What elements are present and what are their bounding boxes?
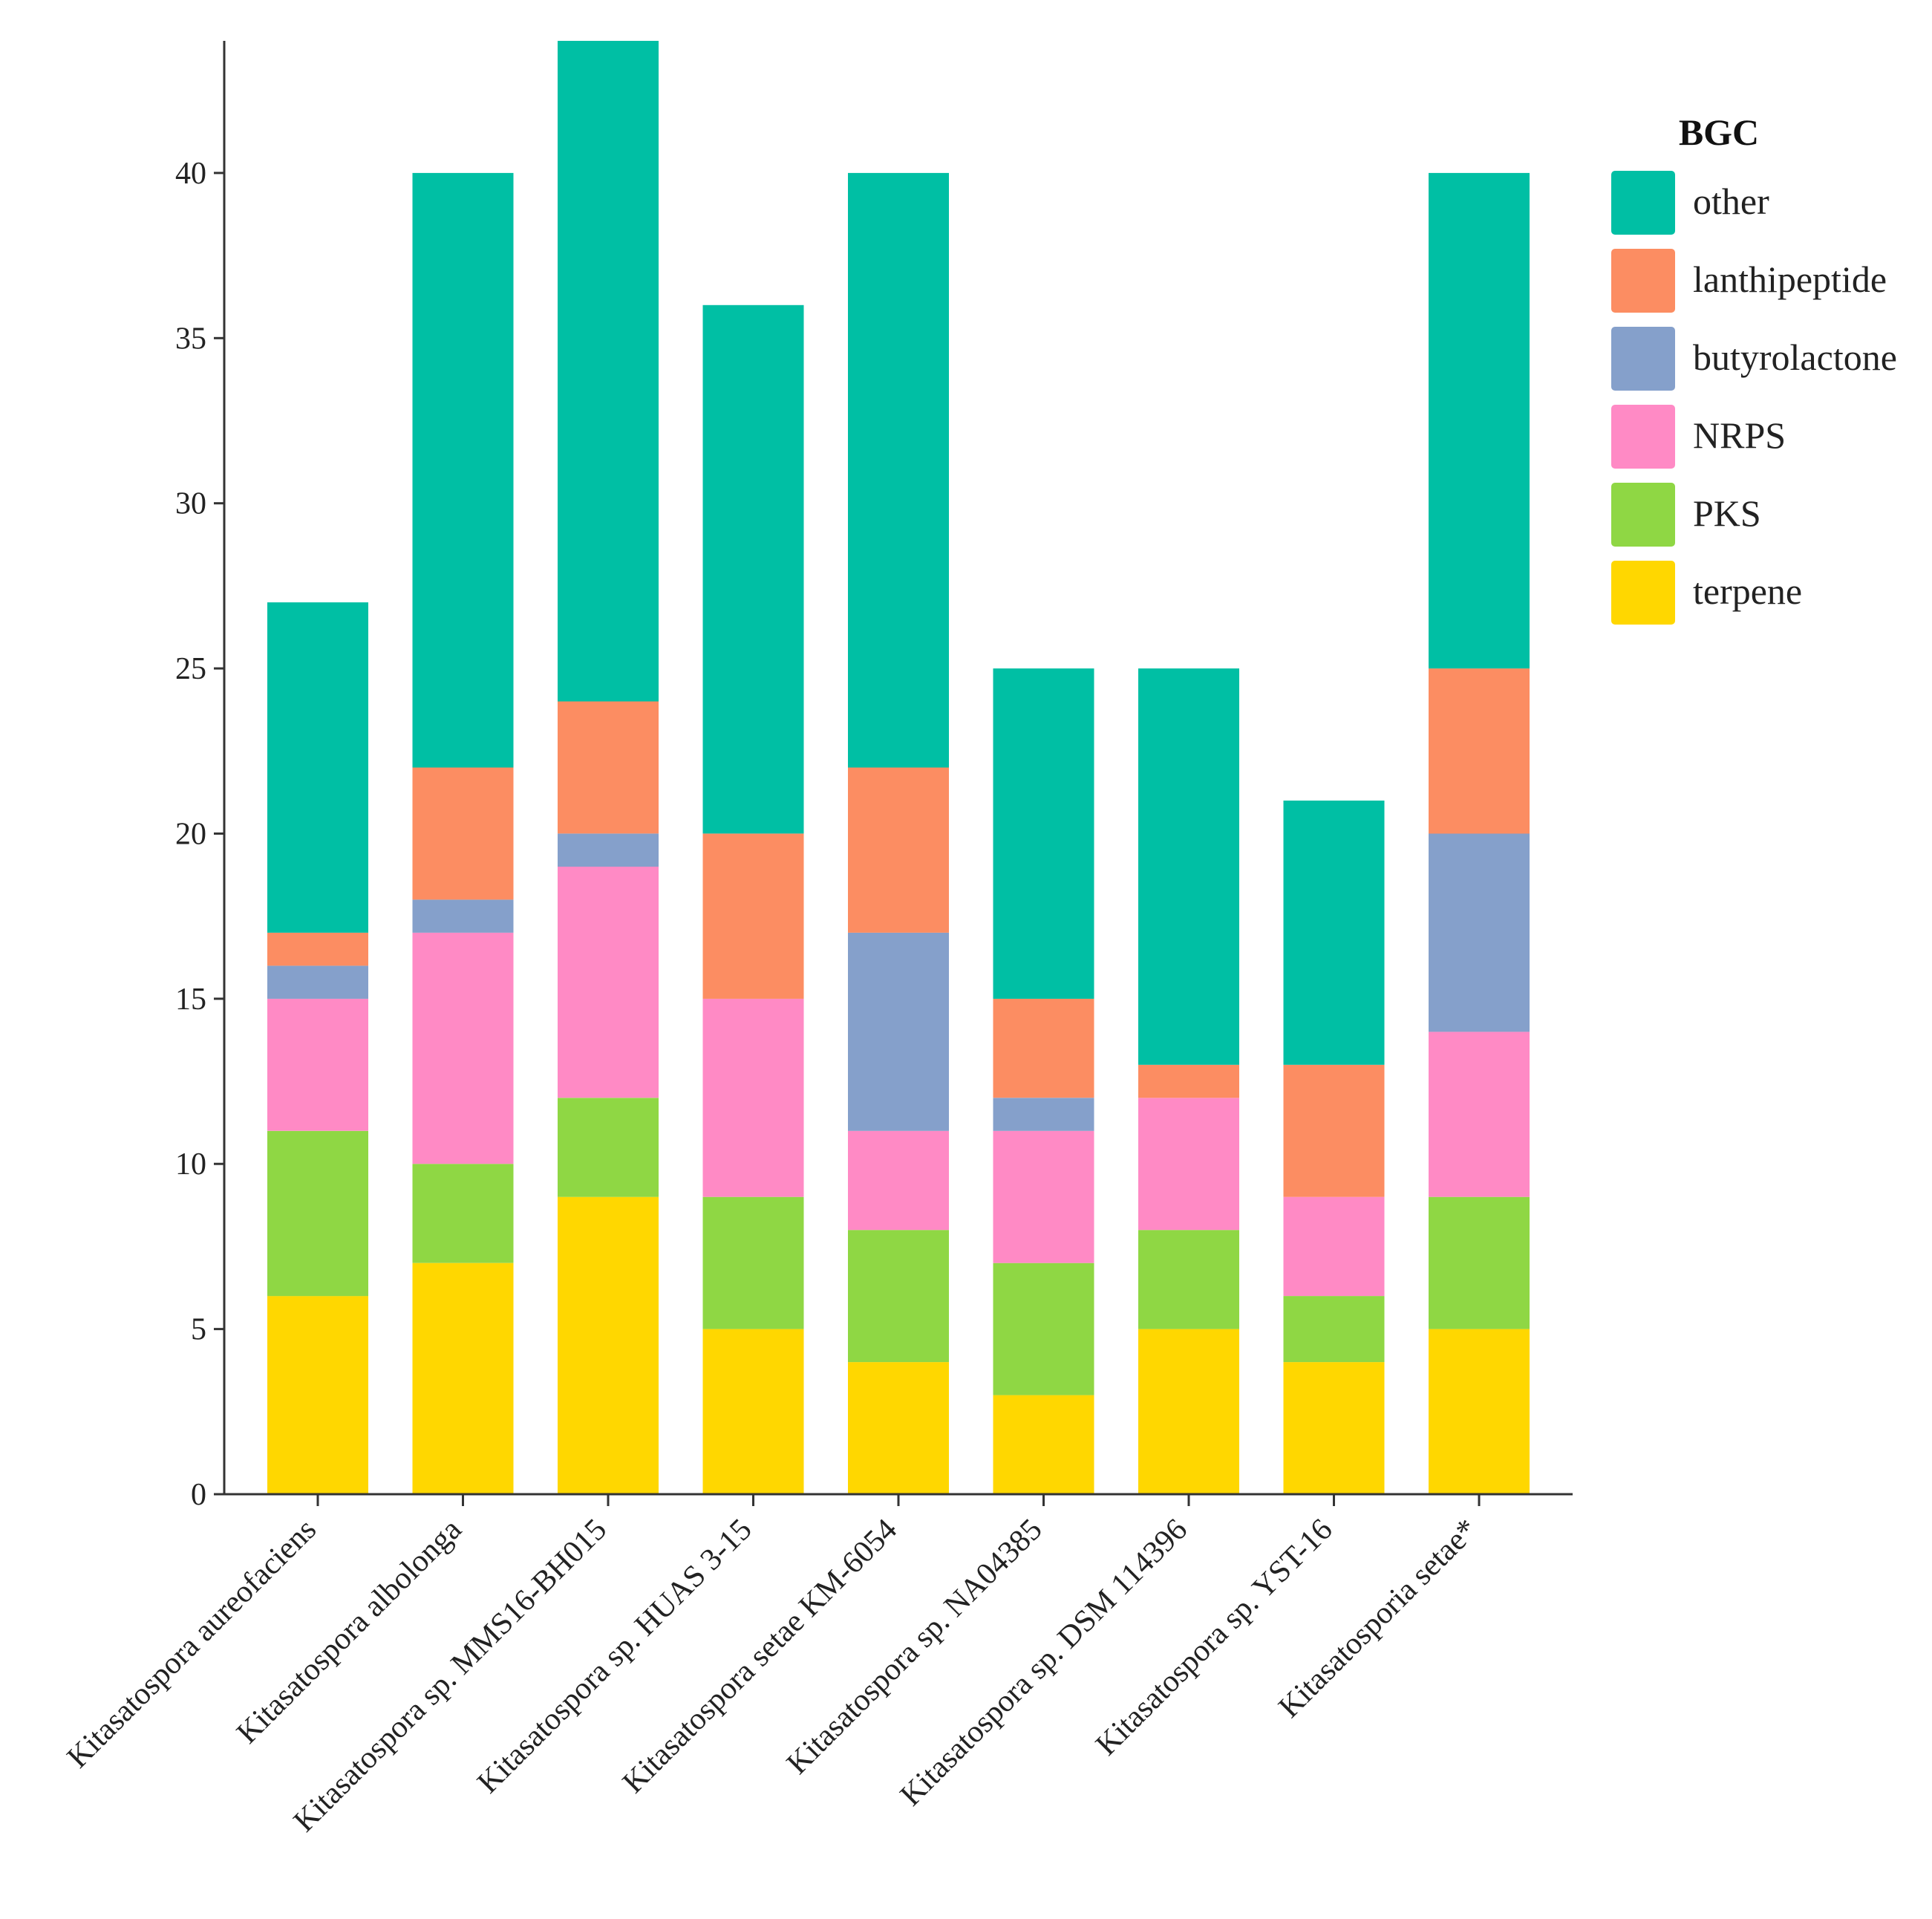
bar-segment-PKS [702, 1196, 804, 1329]
x-category-label: Kitasatospora sp. HUAS 3-15 [471, 1513, 758, 1800]
legend: BGC other lanthipeptide butyrolactone NRPS PK… [1611, 111, 1897, 625]
bar-segment-PKS [1283, 1296, 1385, 1363]
legend-swatch-NRPS [1611, 405, 1675, 469]
bar-segment-lanthipeptide [1283, 1064, 1385, 1197]
bar-segment-NRPS [1283, 1196, 1385, 1297]
bar-segment-PKS [1138, 1230, 1239, 1329]
bar-segment-lanthipeptide [1429, 668, 1530, 834]
y-tick-label: 20 [175, 817, 206, 851]
x-category-label: Kitasatospora sp. MMS16-BH015 [287, 1513, 613, 1839]
bar-segment-terpene [1138, 1329, 1239, 1494]
bar-segment-other [1283, 801, 1385, 1065]
bar-segment-terpene [993, 1395, 1094, 1494]
bar-segment-butyrolactone [267, 965, 368, 999]
y-tick-label: 40 [175, 157, 206, 191]
bar-segment-other [1429, 172, 1530, 669]
bar-segment-terpene [267, 1296, 368, 1494]
bar-segment-lanthipeptide [558, 701, 659, 834]
bar-segment-other [1138, 668, 1239, 1065]
legend-label-NRPS: NRPS [1693, 414, 1786, 456]
y-tick-label: 5 [191, 1313, 206, 1347]
bar-segment-NRPS [412, 932, 514, 1164]
bar-segment-lanthipeptide [702, 833, 804, 999]
bar-segment-lanthipeptide [1138, 1064, 1239, 1098]
y-tick-label: 15 [175, 983, 206, 1017]
legend-swatch-PKS [1611, 483, 1675, 547]
legend-swatch-terpene [1611, 561, 1675, 625]
bar-segment-terpene [412, 1262, 514, 1494]
bar-segment-lanthipeptide [993, 998, 1094, 1098]
bar-segment-butyrolactone [412, 899, 514, 933]
y-tick-label: 10 [175, 1147, 206, 1182]
y-tick-label: 35 [175, 322, 206, 356]
bar-segment-lanthipeptide [267, 932, 368, 966]
bar-segment-terpene [558, 1196, 659, 1494]
bar-segment-lanthipeptide [412, 767, 514, 900]
bar-segment-PKS [993, 1262, 1094, 1395]
legend-label-terpene: terpene [1693, 570, 1802, 612]
bar-segment-terpene [702, 1329, 804, 1494]
bar-segment-butyrolactone [1429, 833, 1530, 1032]
legend-title: BGC [1679, 111, 1759, 153]
legend-swatch-lanthipeptide [1611, 249, 1675, 313]
bar-segment-NRPS [993, 1130, 1094, 1263]
x-category-label: Kitasatospora sp. YST-16 [1089, 1513, 1339, 1762]
bar-segment-NRPS [1429, 1032, 1530, 1197]
bar-segment-PKS [558, 1098, 659, 1197]
bar-segment-terpene [848, 1362, 949, 1494]
bars-group [267, 41, 1530, 1494]
bar-segment-PKS [412, 1164, 514, 1263]
legend-swatch-butyrolactone [1611, 327, 1675, 391]
y-tick-label: 25 [175, 652, 206, 686]
legend-label-butyrolactone: butyrolactone [1693, 336, 1897, 378]
bar-segment-NRPS [1138, 1098, 1239, 1231]
bar-segment-PKS [267, 1130, 368, 1297]
y-tick-label: 0 [191, 1478, 206, 1512]
bar-segment-other [267, 602, 368, 933]
bar-segment-NRPS [267, 998, 368, 1131]
bar-segment-terpene [1283, 1362, 1385, 1494]
bar-segment-NRPS [848, 1130, 949, 1231]
bar-segment-butyrolactone [558, 833, 659, 867]
legend-label-other: other [1693, 180, 1769, 222]
x-category-label: Kitasatospora sp. DSM 114396 [894, 1513, 1194, 1813]
x-category-label: Kitasatospora aureofaciens [61, 1513, 323, 1775]
legend-swatch-other [1611, 171, 1675, 235]
bar-segment-PKS [1429, 1196, 1530, 1329]
bar-segment-NRPS [702, 998, 804, 1197]
bar-segment-other [848, 172, 949, 768]
bar-segment-NRPS [558, 866, 659, 1098]
bar-segment-other [558, 41, 659, 702]
bar-segment-other [702, 304, 804, 834]
bar-segment-butyrolactone [993, 1098, 1094, 1131]
legend-label-lanthipeptide: lanthipeptide [1693, 258, 1887, 300]
bar-segment-lanthipeptide [848, 767, 949, 933]
bar-segment-PKS [848, 1230, 949, 1363]
bar-segment-other [993, 668, 1094, 999]
x-category-label: Kitasatospora sp. NA04385 [780, 1513, 1049, 1782]
legend-label-PKS: PKS [1693, 492, 1761, 534]
y-tick-label: 30 [175, 487, 206, 521]
bar-segment-terpene [1429, 1329, 1530, 1494]
x-category-label: Kitasatospora setae KM-6054 [616, 1513, 904, 1800]
bar-segment-butyrolactone [848, 932, 949, 1131]
bar-segment-other [412, 172, 514, 768]
